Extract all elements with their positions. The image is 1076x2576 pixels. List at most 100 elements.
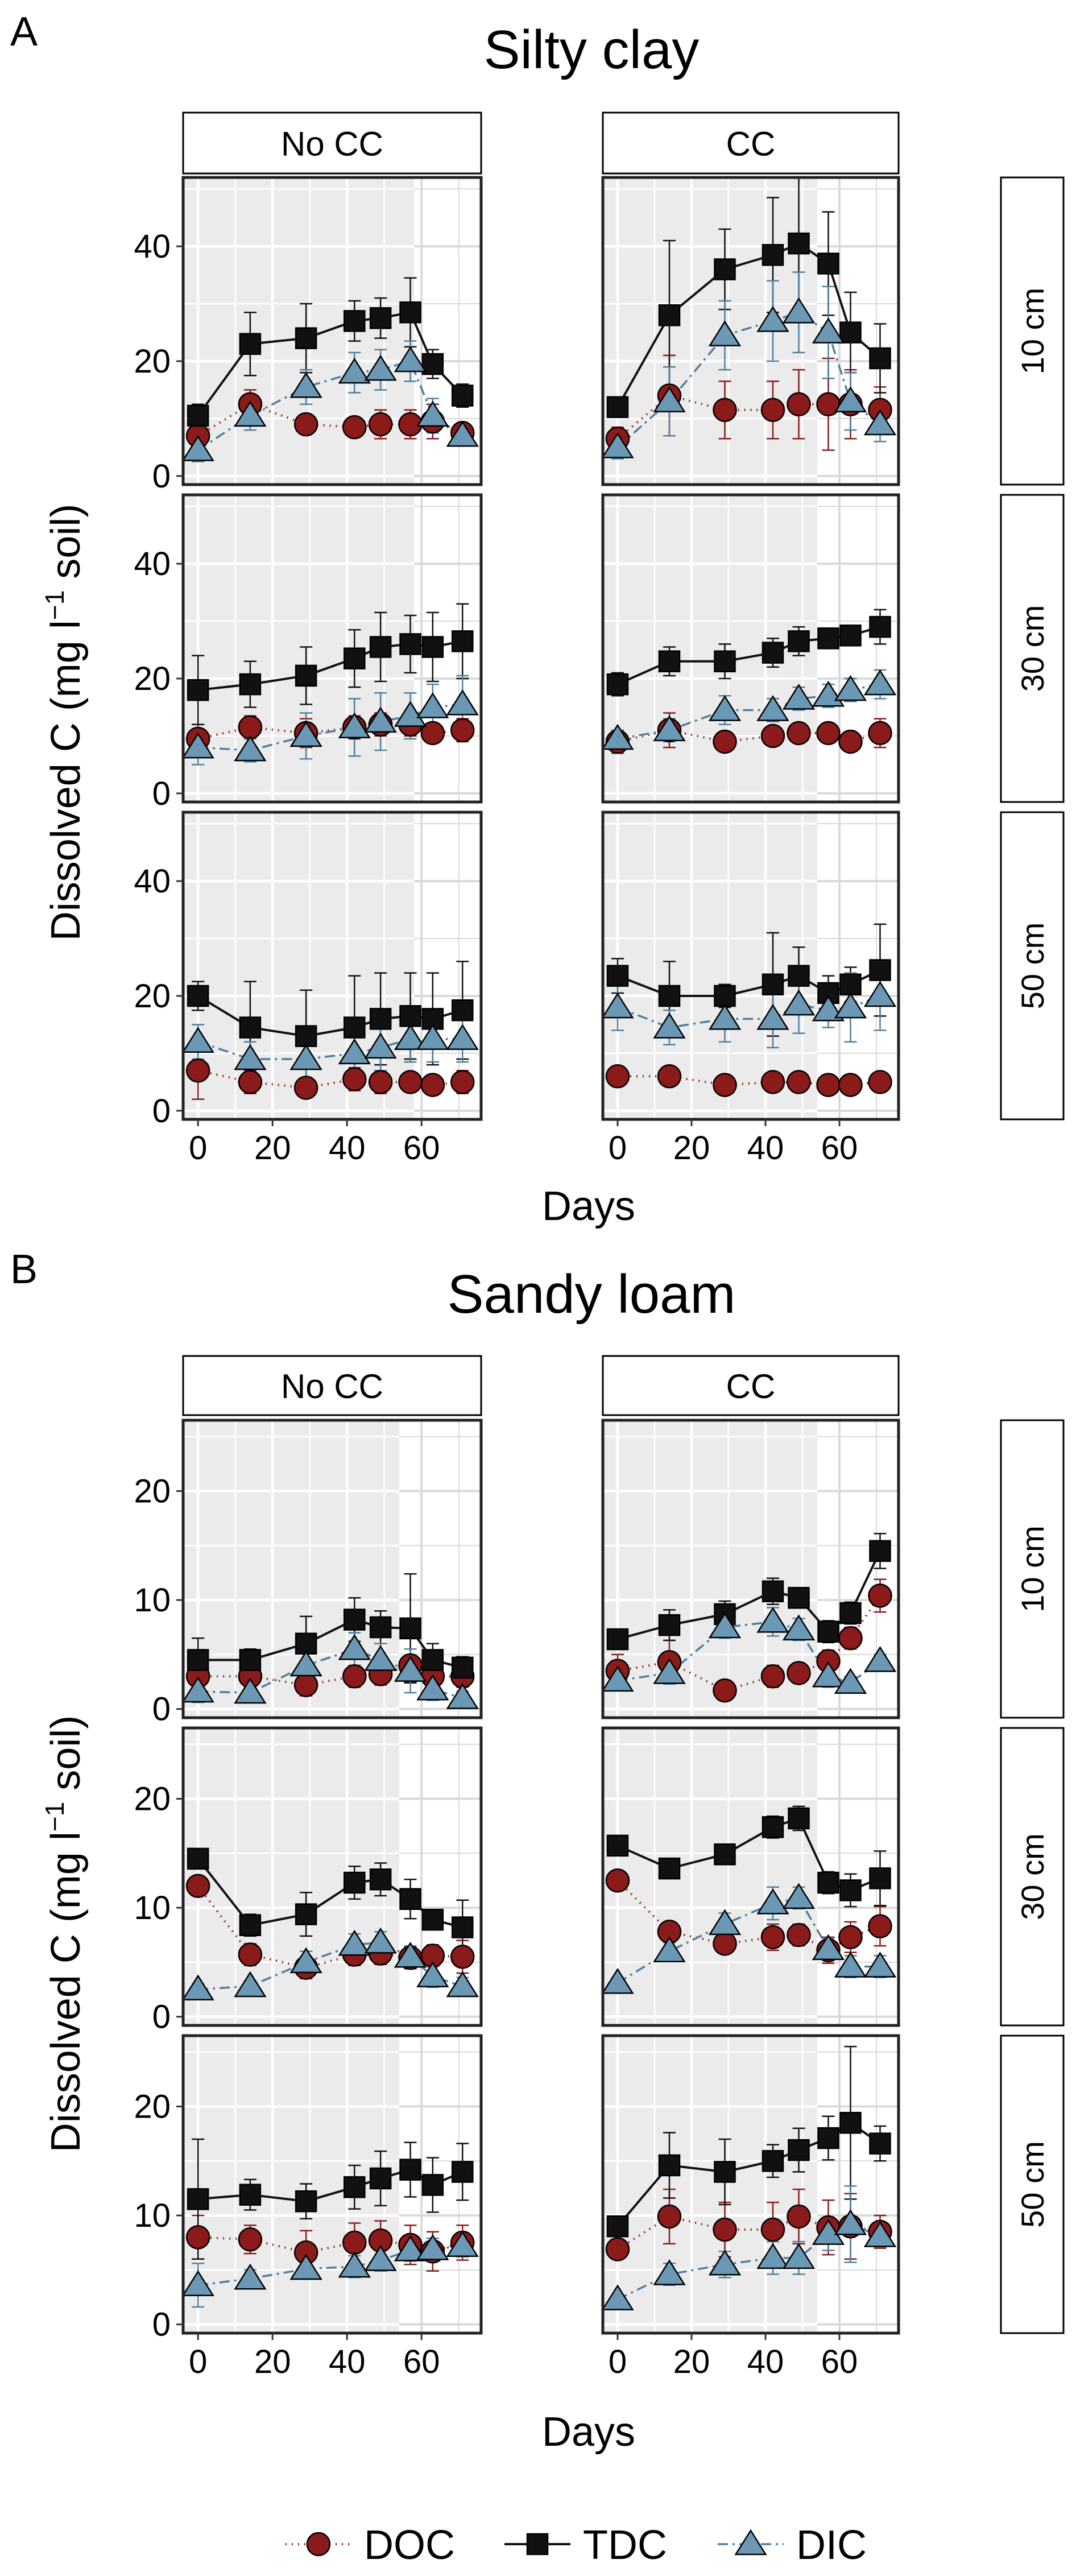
data-point-dic [756,2243,789,2269]
data-point-tdc [344,1016,366,1039]
data-point-doc [760,1664,785,1689]
data-point-tdc [762,973,784,996]
shaded-period [603,1420,817,1718]
data-point-dic [756,695,789,721]
data-point-dic [289,1044,322,1070]
data-point-tdc [187,985,209,1007]
data-point-tdc [658,2154,681,2177]
y-tick-label: 0 [152,2306,171,2343]
data-point-tdc [817,2127,839,2149]
y-tick-label: 10 [134,1582,171,1619]
data-point-tdc [714,650,736,672]
column-strip-label: CC [726,125,776,163]
data-point-dic [446,2231,479,2257]
data-point-doc [185,1058,210,1083]
data-point-doc [787,1922,811,1947]
data-point-dic [601,1967,634,1994]
data-point-dic [416,1674,449,1701]
data-point-doc [760,1925,785,1950]
x-tick-label: 20 [673,1130,710,1167]
data-point-tdc [788,232,810,255]
facet-cc-30-cm: 30 cm [601,1726,1065,2027]
data-point-tdc [239,2184,262,2206]
data-point-tdc [421,353,444,375]
data-point-tdc [452,1656,474,1679]
data-point-doc [787,2204,811,2229]
facet-cc-10-cm: 10 cm [601,176,1065,486]
data-point-doc [420,721,445,746]
y-tick-label: 0 [152,1691,171,1728]
data-point-doc [657,1064,682,1089]
facet-border [181,2034,483,2335]
data-point-doc [713,2217,737,2242]
data-point-tdc [606,673,629,696]
data-point-dic [782,297,816,324]
data-point-tdc [839,321,862,344]
y-axis-label: Dissolved C (mg l−1 soil) [40,1715,89,2153]
shaded-period [603,812,817,1119]
data-point-dic [708,320,742,346]
data-point-dic [708,695,742,721]
data-point-dic [653,1012,686,1039]
y-tick-label: 0 [152,458,171,495]
data-point-doc [713,729,737,754]
data-point-tdc [421,1908,444,1931]
data-point-dic [863,2221,897,2247]
y-tick-label: 20 [134,978,171,1015]
data-point-tdc [421,1649,444,1671]
data-point-doc [713,398,737,423]
data-point-doc [342,1067,367,1091]
data-point-dic [653,715,686,742]
series-line-dic [616,311,881,448]
data-point-tdc [762,244,784,266]
data-point-tdc [295,1025,317,1047]
data-point-dic [863,1951,897,1978]
y-tick-label: 20 [134,343,171,380]
data-point-tdc [606,1834,629,1857]
data-point-doc [657,2204,682,2229]
x-tick-label: 40 [747,1130,784,1167]
facet-border [601,1419,900,1719]
data-point-dic [338,2251,371,2278]
column-strip [602,1355,900,1416]
data-point-dic [364,1032,397,1059]
x-tick-label: 20 [254,2343,291,2380]
data-point-doc [185,2225,210,2250]
data-point-tdc [187,2188,209,2210]
data-point-tdc [869,2132,891,2155]
data-point-dic [601,432,634,458]
data-point-tdc [839,1879,862,1901]
data-point-dic [234,2263,267,2290]
data-point-doc [713,1073,737,1097]
data-point-doc [450,718,475,743]
facet-border [181,493,483,804]
data-point-dic [416,692,449,718]
shaded-period [603,1728,817,2025]
facet-border [181,1726,483,2027]
data-point-tdc [839,625,862,647]
facet-no-cc-10-cm: 0 10 20 [134,1419,483,1728]
data-point-tdc [239,1914,262,1937]
row-strip [1000,176,1065,486]
facet-cc-30-cm: 30 cm [601,493,1065,804]
data-point-tdc [239,1649,262,1671]
column-strip-label: No CC [281,1367,383,1405]
panel-letter-b: B [10,1247,38,1292]
data-point-tdc [869,1540,891,1562]
data-point-tdc [869,1867,891,1889]
data-point-tdc [606,1628,629,1651]
data-point-dic [289,1650,322,1677]
panel-letter-a: A [10,9,38,55]
x-axis-label: Days [542,2409,635,2455]
y-tick-label: 0 [152,1093,171,1130]
data-point-dic [782,2243,816,2269]
data-point-tdc [344,1609,366,1631]
data-point-tdc [399,2159,421,2181]
data-point-dic [863,669,897,696]
data-point-dic [181,1027,214,1053]
x-tick-label: 0 [189,2343,207,2380]
data-point-dic [181,1676,214,1703]
data-point-tdc [452,2161,474,2183]
facet-no-cc-50-cm: 0 10 20 0 20 40 60 [134,2034,483,2380]
data-point-tdc [817,253,839,275]
